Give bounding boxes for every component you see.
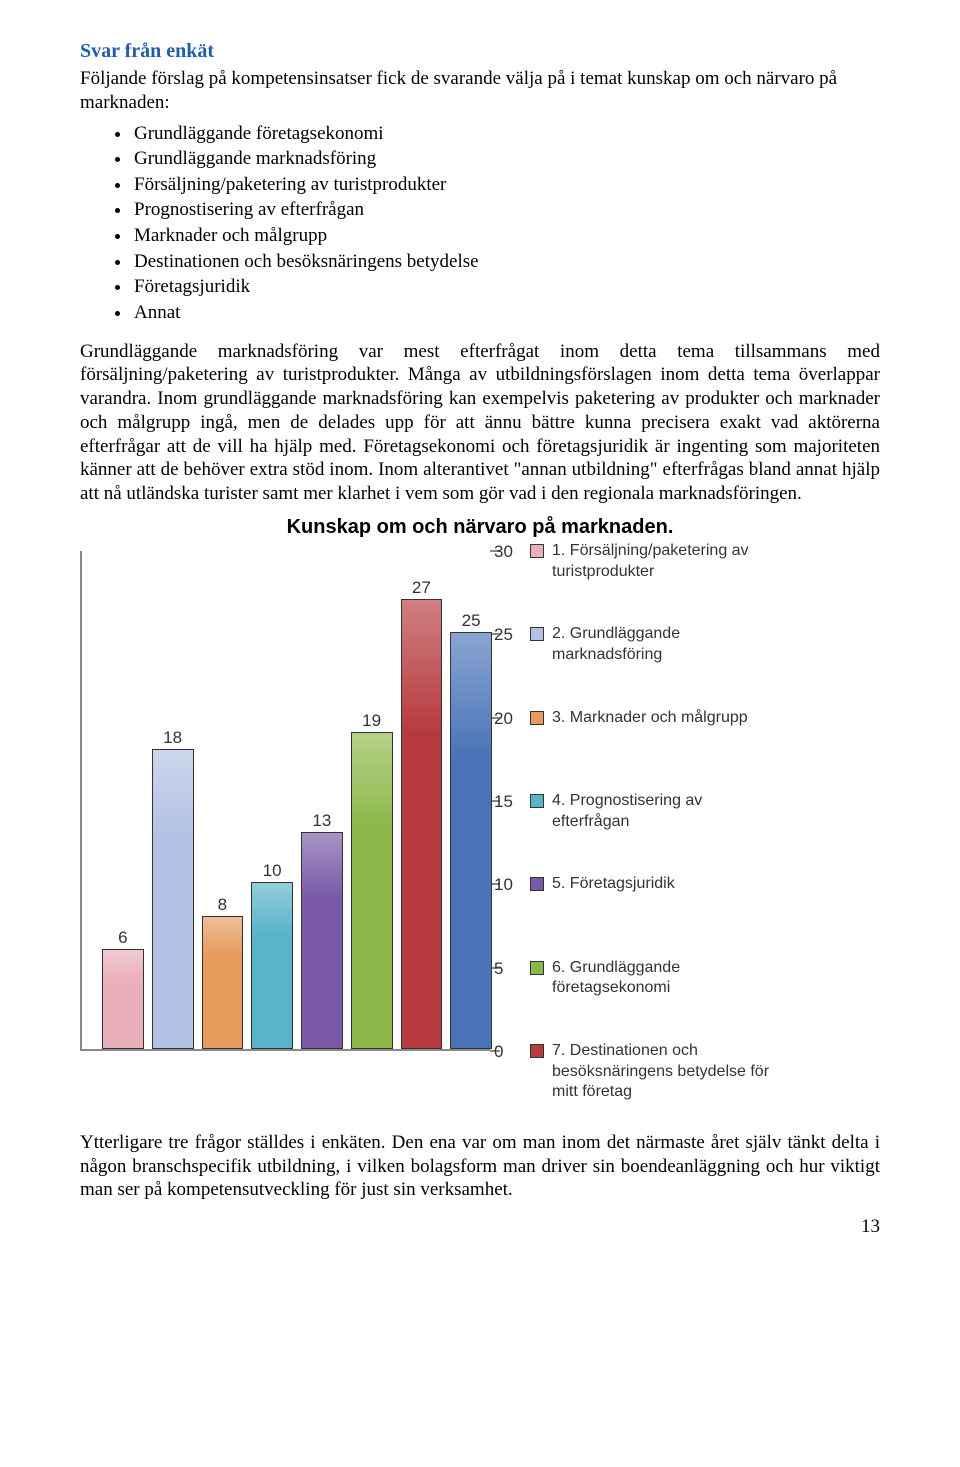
legend-label: 7. Destinationen och besöksnäringens bet… xyxy=(552,1041,782,1103)
ytick-label: 5 xyxy=(494,958,503,980)
chart-container: 61881013192725 0510152025301. Försäljnin… xyxy=(80,551,880,1051)
ytick-label: 30 xyxy=(494,541,513,563)
chart-bar: 25 xyxy=(450,632,492,1049)
bullet-list: Grundläggande företagsekonomiGrundläggan… xyxy=(80,121,880,326)
intro-paragraph: Följande förslag på kompetensinsatser fi… xyxy=(80,67,880,115)
page-container: Svar från enkät Följande förslag på komp… xyxy=(0,0,960,1278)
chart-bar: 18 xyxy=(152,749,194,1049)
ytick-label: 10 xyxy=(494,874,513,896)
legend-swatch xyxy=(530,627,544,641)
bar-value-label: 27 xyxy=(402,578,442,598)
bar-value-label: 6 xyxy=(103,928,143,948)
bullet-item: Försäljning/paketering av turistprodukte… xyxy=(132,172,880,198)
ytick-label: 25 xyxy=(494,624,513,646)
bullet-item: Annat xyxy=(132,300,880,326)
chart-plot-area: 61881013192725 xyxy=(80,551,490,1051)
bullet-item: Prognostisering av efterfrågan xyxy=(132,197,880,223)
bar-value-label: 25 xyxy=(451,611,491,631)
legend-swatch xyxy=(530,794,544,808)
body-paragraph: Grundläggande marknadsföring var mest ef… xyxy=(80,340,880,506)
chart-bar: 10 xyxy=(251,882,293,1049)
chart-legend: 0510152025301. Försäljning/paketering av… xyxy=(490,551,880,1051)
legend-item: 1. Försäljning/paketering av turistprodu… xyxy=(530,541,782,583)
legend-label: 2. Grundläggande marknadsföring xyxy=(552,624,782,666)
legend-item: 3. Marknader och målgrupp xyxy=(530,708,748,729)
legend-item: 7. Destinationen och besöksnäringens bet… xyxy=(530,1041,782,1103)
legend-label: 3. Marknader och målgrupp xyxy=(552,708,748,729)
chart-bar: 19 xyxy=(351,732,393,1049)
legend-swatch xyxy=(530,1044,544,1058)
bullet-item: Grundläggande företagsekonomi xyxy=(132,121,880,147)
ytick-label: 20 xyxy=(494,708,513,730)
legend-label: 1. Försäljning/paketering av turistprodu… xyxy=(552,541,782,583)
legend-item: 5. Företagsjuridik xyxy=(530,874,675,895)
legend-item: 2. Grundläggande marknadsföring xyxy=(530,624,782,666)
bar-value-label: 19 xyxy=(352,711,392,731)
legend-swatch xyxy=(530,877,544,891)
chart-title: Kunskap om och närvaro på marknaden. xyxy=(80,516,880,539)
legend-label: 5. Företagsjuridik xyxy=(552,874,675,895)
ytick-label: 15 xyxy=(494,791,513,813)
chart-bar: 8 xyxy=(202,916,244,1049)
chart-bar: 13 xyxy=(301,832,343,1049)
bullet-item: Grundläggande marknadsföring xyxy=(132,146,880,172)
page-number: 13 xyxy=(80,1216,880,1238)
legend-label: 4. Prognostisering av efterfrågan xyxy=(552,791,782,833)
bar-value-label: 8 xyxy=(203,895,243,915)
footer-paragraph: Ytterligare tre frågor ställdes i enkäte… xyxy=(80,1131,880,1202)
bar-value-label: 13 xyxy=(302,811,342,831)
bar-value-label: 18 xyxy=(153,728,193,748)
ytick-label: 0 xyxy=(494,1041,503,1063)
bar-value-label: 10 xyxy=(252,861,292,881)
bullet-item: Destinationen och besöksnäringens betyde… xyxy=(132,249,880,275)
bullet-item: Företagsjuridik xyxy=(132,274,880,300)
legend-swatch xyxy=(530,544,544,558)
legend-item: 4. Prognostisering av efterfrågan xyxy=(530,791,782,833)
chart-bar: 27 xyxy=(401,599,443,1049)
section-heading: Svar från enkät xyxy=(80,40,880,63)
bullet-item: Marknader och målgrupp xyxy=(132,223,880,249)
legend-swatch xyxy=(530,961,544,975)
legend-item: 6. Grundläggande företagsekonomi xyxy=(530,958,782,1000)
legend-label: 6. Grundläggande företagsekonomi xyxy=(552,958,782,1000)
chart-bar: 6 xyxy=(102,949,144,1049)
legend-swatch xyxy=(530,711,544,725)
